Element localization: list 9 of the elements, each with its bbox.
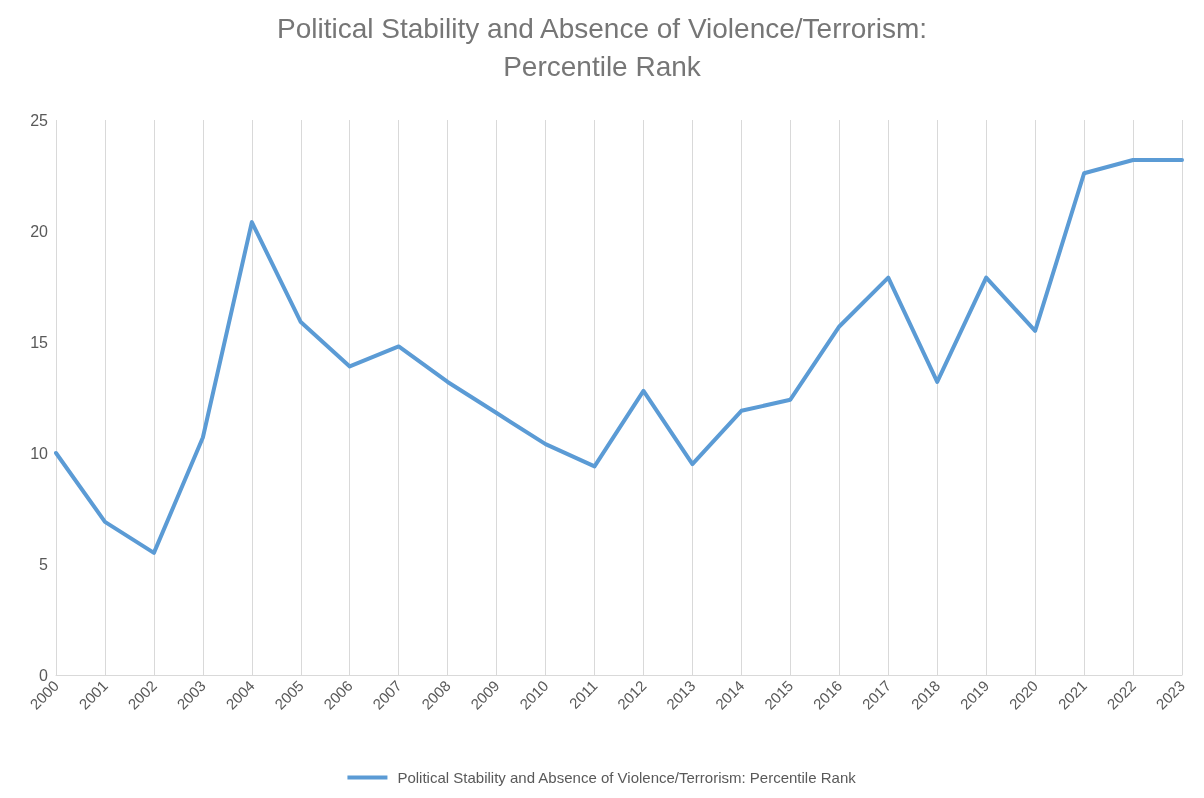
y-tick-label: 15	[30, 333, 49, 351]
y-tick-label: 20	[30, 222, 49, 240]
y-tick-label: 10	[30, 444, 49, 462]
y-tick-label: 5	[39, 555, 49, 573]
chart-title: Political Stability and Absence of Violence/Terrorism: Percentile Rank	[276, 12, 928, 82]
y-tick-label: 0	[39, 666, 49, 684]
y-tick-label: 25	[30, 111, 49, 129]
legend-label: Political Stability and Absence of Violence/Terrorism: Percentile Rank	[397, 769, 857, 786]
line-series	[54, 157, 1184, 555]
